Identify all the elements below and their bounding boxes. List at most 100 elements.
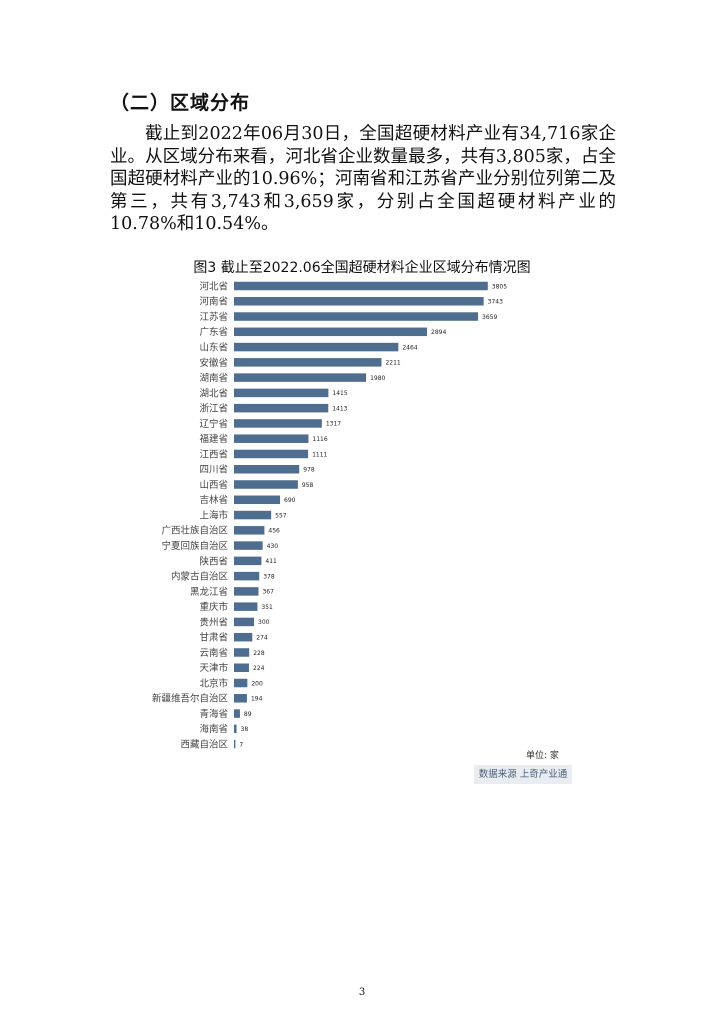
bar (234, 663, 249, 672)
value-label: 2211 (385, 360, 400, 367)
category-label: 新疆维吾尔自治区 (152, 693, 229, 705)
value-label: 2464 (402, 344, 417, 351)
bar (234, 678, 248, 688)
value-label: 200 (251, 680, 263, 687)
bar (234, 342, 399, 352)
category-label: 浙江省 (199, 403, 228, 415)
page-number: 3 (358, 987, 366, 998)
value-label: 224 (253, 665, 265, 672)
bar (234, 495, 281, 505)
bar (234, 632, 253, 642)
value-label: 300 (258, 619, 270, 626)
bar (234, 281, 488, 291)
category-label: 山东省 (199, 341, 228, 353)
value-label: 228 (253, 650, 265, 657)
bar (234, 510, 272, 520)
category-label: 云南省 (199, 647, 228, 659)
category-label: 辽宁省 (199, 418, 228, 430)
value-label: 411 (265, 558, 277, 565)
category-label: 内蒙古自治区 (171, 571, 229, 583)
category-label: 宁夏回族自治区 (161, 540, 228, 552)
bar (234, 602, 258, 611)
category-label: 西藏自治区 (180, 739, 228, 751)
bar (234, 403, 329, 413)
value-label: 38 (241, 726, 249, 733)
category-label: 吉林省 (199, 494, 228, 506)
bar (234, 388, 329, 398)
category-label: 山西省 (199, 479, 228, 491)
value-label: 690 (284, 497, 296, 504)
bar (234, 419, 322, 428)
value-label: 430 (267, 543, 279, 550)
value-label: 2894 (431, 329, 446, 336)
chart-title: 图3 截止至2022.06全国超硬材料企业区域分布情况图 (193, 260, 531, 276)
bar (234, 724, 237, 734)
bar (234, 709, 240, 718)
category-label: 广东省 (199, 326, 228, 338)
value-label: 1415 (332, 390, 347, 397)
category-label: 江苏省 (199, 311, 228, 323)
category-label: 上海市 (199, 509, 228, 521)
bar (234, 434, 309, 443)
bar (234, 297, 484, 306)
bar (234, 617, 255, 627)
bar (234, 648, 250, 657)
value-label: 958 (302, 482, 314, 489)
body-paragraph: 截止到2022年06月30日，全国超硬材料产业有34,716家企业。从区域分布来… (110, 124, 616, 235)
category-label: 福建省 (199, 433, 228, 445)
category-label: 湖北省 (199, 387, 228, 399)
category-label: 海南省 (199, 723, 228, 735)
section-heading: （二）区域分布 (110, 92, 251, 114)
bar (234, 541, 263, 550)
bar (234, 464, 300, 474)
category-label: 北京市 (199, 677, 228, 689)
bar (234, 587, 259, 596)
value-label: 274 (256, 635, 268, 642)
bar (234, 694, 247, 703)
value-label: 1317 (326, 421, 341, 428)
value-label: 367 (262, 589, 274, 596)
category-label: 河北省 (199, 280, 228, 292)
value-label: 3805 (492, 283, 507, 290)
bar (234, 556, 262, 566)
bar (234, 312, 479, 321)
value-label: 978 (303, 467, 315, 474)
category-label: 贵州省 (199, 616, 228, 628)
bar (234, 480, 298, 489)
category-label: 安徽省 (199, 357, 228, 369)
category-label: 甘肃省 (199, 632, 228, 644)
category-label: 天津市 (199, 662, 228, 674)
bar (234, 373, 367, 382)
value-label: 3743 (488, 299, 503, 306)
value-label: 194 (251, 696, 263, 703)
value-label: 1413 (332, 405, 347, 412)
value-label: 378 (263, 573, 275, 580)
value-label: 456 (268, 528, 280, 535)
bar (234, 526, 265, 535)
value-label: 557 (275, 512, 287, 519)
unit-label: 单位: 家 (526, 751, 559, 761)
value-label: 3659 (482, 314, 497, 321)
bar (234, 449, 309, 459)
bar (234, 571, 260, 581)
category-label: 河南省 (199, 296, 228, 308)
value-label: 1980 (370, 375, 385, 382)
data-source-badge: 数据来源 上奇产业通 (474, 765, 572, 784)
value-label: 351 (261, 604, 273, 611)
value-label: 1116 (312, 436, 327, 443)
category-label: 湖南省 (199, 372, 228, 384)
category-label: 江西省 (199, 448, 228, 460)
value-label: 7 (239, 741, 243, 748)
value-label: 89 (244, 711, 252, 718)
bar (234, 739, 236, 749)
category-label: 陕西省 (199, 555, 228, 567)
bar (234, 327, 428, 337)
category-label: 黑龙江省 (190, 586, 228, 598)
category-label: 重庆市 (199, 601, 228, 613)
category-label: 四川省 (199, 464, 228, 476)
bar (234, 358, 382, 367)
category-label: 青海省 (199, 708, 228, 720)
category-label: 广西壮族自治区 (161, 525, 228, 537)
value-label: 1111 (312, 451, 327, 458)
